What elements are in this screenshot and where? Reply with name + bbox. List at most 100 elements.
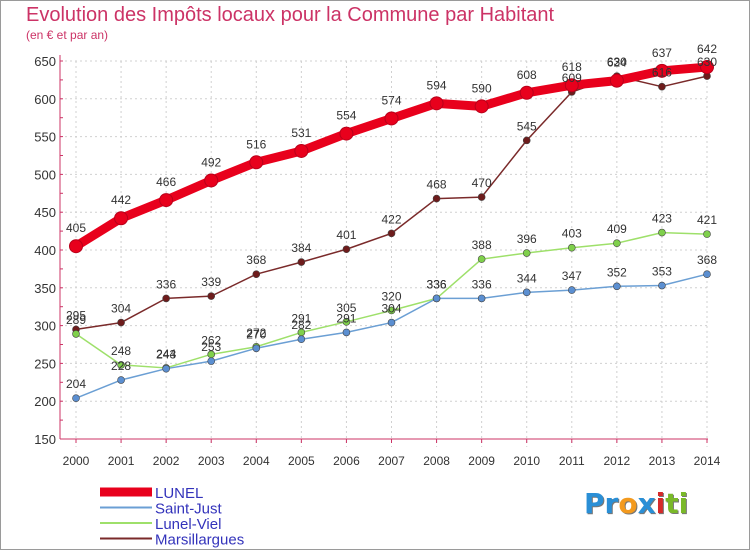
data-label-Lunel-Viel-2005: 291 — [291, 311, 311, 325]
logo-part: x — [637, 487, 656, 520]
data-label-Saint-Just-2011: 347 — [562, 269, 582, 283]
point-Saint-Just-2000 — [72, 394, 80, 402]
point-Lunel-Viel-2009 — [477, 255, 486, 263]
data-label-Lunel-Viel-2013: 423 — [652, 212, 672, 226]
data-label-Marsillargues-2013: 616 — [652, 66, 672, 80]
x-tick-label-2008: 2008 — [423, 454, 450, 468]
data-label-Lunel-Viel-2001: 248 — [111, 344, 131, 358]
point-Saint-Just-2006 — [342, 328, 351, 337]
legend-label-Lunel-Viel: Lunel-Viel — [155, 516, 221, 533]
data-label-Marsillargues-2011: 609 — [562, 71, 582, 85]
proxiti-logo: Proxiti — [584, 487, 688, 520]
point-LUNEL-2008 — [429, 96, 444, 111]
point-Marsillargues-2013 — [658, 82, 666, 91]
point-LUNEL-2013 — [654, 63, 669, 78]
data-label-Saint-Just-2010: 344 — [517, 271, 537, 285]
x-tick-label-2000: 2000 — [63, 454, 90, 468]
x-tick-label-2006: 2006 — [333, 454, 360, 468]
data-label-LUNEL-2006: 554 — [336, 109, 356, 123]
data-label-Lunel-Viel-2010: 396 — [517, 232, 537, 246]
point-LUNEL-2009 — [474, 99, 489, 114]
x-tick-label-2001: 2001 — [108, 454, 135, 468]
point-Saint-Just-2002 — [162, 364, 170, 373]
logo-part: i — [655, 487, 666, 520]
x-tick-label-2013: 2013 — [649, 454, 676, 468]
data-label-Lunel-Viel-2007: 320 — [381, 289, 401, 303]
x-tick-label-2003: 2003 — [198, 454, 225, 468]
x-tick-label-2005: 2005 — [288, 454, 315, 468]
data-label-Lunel-Viel-2014: 421 — [697, 213, 717, 227]
point-Saint-Just-2013 — [658, 281, 666, 290]
data-label-Marsillargues-2007: 422 — [381, 212, 401, 226]
legend-label-Marsillargues: Marsillargues — [155, 532, 244, 549]
logo-part: Pr — [584, 487, 619, 520]
data-label-Saint-Just-2012: 352 — [607, 265, 627, 279]
point-Lunel-Viel-2006 — [342, 318, 351, 326]
data-label-Marsillargues-2004: 368 — [246, 253, 266, 267]
data-label-LUNEL-2005: 531 — [291, 126, 311, 140]
data-label-Lunel-Viel-2002: 244 — [156, 347, 176, 361]
data-label-Saint-Just-2004: 270 — [246, 327, 266, 341]
point-Lunel-Viel-2013 — [658, 228, 666, 237]
point-Lunel-Viel-2014 — [703, 230, 711, 238]
point-LUNEL-2000 — [69, 239, 83, 254]
data-label-LUNEL-2011: 618 — [562, 60, 582, 74]
data-label-Saint-Just-2005: 282 — [291, 318, 311, 332]
y-tick-label-400: 400 — [34, 243, 56, 258]
x-tick-label-2012: 2012 — [604, 454, 631, 468]
point-Marsillargues-2002 — [162, 294, 170, 303]
point-Lunel-Viel-2011 — [567, 243, 576, 252]
y-tick-label-450: 450 — [34, 205, 56, 220]
data-label-LUNEL-2014: 642 — [697, 42, 717, 56]
point-Marsillargues-2006 — [342, 245, 351, 254]
point-Lunel-Viel-2007 — [387, 306, 396, 315]
point-Lunel-Viel-2010 — [522, 249, 531, 257]
axes: 150 200 250 300 350 400 450 500 550 600 650 2000 200… — [34, 54, 720, 468]
data-label-Marsillargues-2014: 630 — [697, 55, 717, 69]
point-LUNEL-2014 — [700, 60, 714, 75]
y-tick-label-650: 650 — [34, 54, 56, 69]
point-Marsillargues-2009 — [477, 193, 486, 201]
x-tick-label-2004: 2004 — [243, 454, 270, 468]
y-tick-label-600: 600 — [34, 92, 56, 107]
point-Saint-Just-2003 — [207, 357, 216, 365]
y-tick-label-300: 300 — [34, 319, 56, 334]
point-Marsillargues-2008 — [432, 194, 441, 203]
data-label-LUNEL-2003: 492 — [201, 155, 221, 169]
y-tick-label-150: 150 — [34, 432, 56, 447]
data-label-Marsillargues-2002: 336 — [156, 277, 176, 291]
point-Saint-Just-2008 — [432, 294, 441, 303]
data-label-Saint-Just-2002: 243 — [156, 348, 176, 362]
point-Saint-Just-2007 — [387, 318, 396, 327]
data-label-Marsillargues-2009: 470 — [472, 176, 492, 190]
point-LUNEL-2010 — [519, 85, 534, 100]
data-label-Saint-Just-2006: 291 — [336, 311, 356, 325]
x-tick-label-2010: 2010 — [513, 454, 540, 468]
point-LUNEL-2006 — [339, 126, 354, 141]
point-Saint-Just-2001 — [117, 376, 125, 384]
point-Marsillargues-2001 — [117, 318, 125, 327]
data-label-LUNEL-2008: 594 — [427, 78, 447, 92]
logo-part: ti — [665, 487, 689, 520]
data-label-LUNEL-2010: 608 — [517, 68, 537, 82]
point-LUNEL-2003 — [204, 173, 219, 188]
point-Saint-Just-2010 — [522, 288, 531, 297]
legend-label-Saint-Just: Saint-Just — [155, 501, 223, 518]
y-tick-label-250: 250 — [34, 356, 56, 371]
data-label-Marsillargues-2012: 630 — [607, 55, 627, 69]
data-label-Marsillargues-2001: 304 — [111, 302, 131, 316]
data-label-Marsillargues-2006: 401 — [336, 228, 356, 242]
data-label-Saint-Just-2000: 204 — [66, 377, 86, 391]
data-label-LUNEL-2004: 516 — [246, 137, 266, 151]
series-lines — [69, 60, 714, 402]
data-label-Marsillargues-2000: 295 — [66, 308, 86, 322]
x-tick-label-2002: 2002 — [153, 454, 180, 468]
point-LUNEL-2002 — [159, 193, 174, 208]
point-LUNEL-2011 — [564, 78, 579, 93]
y-tick-label-350: 350 — [34, 281, 56, 296]
data-label-Lunel-Viel-2012: 409 — [607, 222, 627, 236]
data-label-Lunel-Viel-2011: 403 — [562, 227, 582, 241]
data-label-LUNEL-2007: 574 — [381, 93, 401, 107]
data-label-Lunel-Viel-2008: 336 — [427, 277, 447, 291]
data-label-Saint-Just-2013: 353 — [652, 265, 672, 279]
